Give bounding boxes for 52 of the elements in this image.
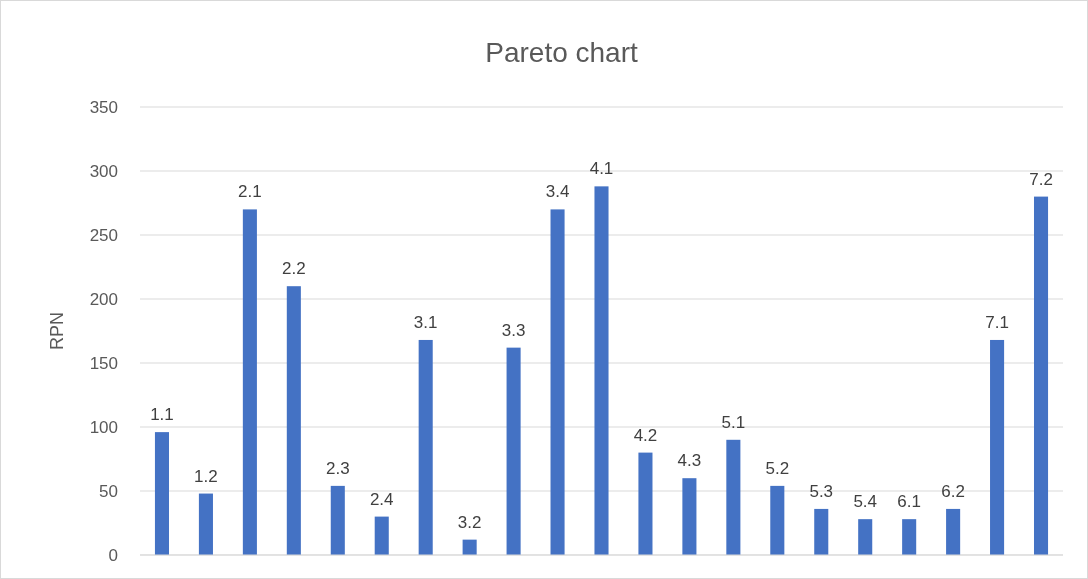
x-tick-label: 4.2 <box>633 425 658 445</box>
x-tick-label: 5.1 <box>721 412 746 432</box>
x-tick-label: 4.1 <box>589 159 614 179</box>
bar <box>638 452 653 555</box>
bar <box>770 485 785 555</box>
y-tick-label: 150 <box>89 353 118 373</box>
bar <box>286 286 301 555</box>
x-tick-label: 2.1 <box>238 182 262 202</box>
x-tick-label: 3.1 <box>413 312 438 332</box>
bar <box>594 186 609 555</box>
bar <box>242 209 257 555</box>
x-tick-label: 2.3 <box>325 458 350 478</box>
y-tick-label: 300 <box>89 161 118 181</box>
bar <box>374 516 389 555</box>
bar <box>814 508 829 555</box>
bar <box>154 432 170 555</box>
x-tick-label: 3.3 <box>501 320 526 340</box>
bar <box>418 339 433 555</box>
chart-title: Pareto chart <box>485 37 638 68</box>
bar <box>462 539 477 555</box>
x-tick-label: 7.1 <box>985 312 1009 332</box>
x-tick-label: 6.1 <box>897 492 921 512</box>
x-tick-label: 1.2 <box>194 466 218 486</box>
y-tick-label: 50 <box>99 481 118 501</box>
bar <box>1033 196 1049 555</box>
bar <box>506 347 521 555</box>
y-tick-label: 100 <box>89 417 118 437</box>
x-tick-label: 3.4 <box>545 182 570 202</box>
x-tick-label: 5.2 <box>765 458 790 478</box>
bar <box>550 209 565 555</box>
y-axis-title: RPN <box>47 311 67 351</box>
bar <box>902 519 917 555</box>
x-tick-label: 2.2 <box>282 259 306 279</box>
bar <box>946 508 961 555</box>
x-tick-label: 7.2 <box>1029 169 1053 189</box>
bar <box>858 519 873 555</box>
x-tick-label: 5.4 <box>853 492 878 512</box>
y-tick-label: 0 <box>108 545 118 565</box>
bar <box>726 439 741 555</box>
y-tick-label: 200 <box>89 289 118 309</box>
x-tick-label: 5.3 <box>809 481 834 501</box>
bar <box>990 339 1005 555</box>
x-tick-label: 3.2 <box>457 512 482 532</box>
x-tick-label: 4.3 <box>677 451 702 471</box>
y-tick-label: 350 <box>89 97 118 117</box>
x-tick-label: 2.4 <box>369 489 394 509</box>
x-tick-label: 1.1 <box>150 405 174 425</box>
bar <box>330 485 345 555</box>
bar <box>198 493 213 555</box>
bar <box>682 478 697 555</box>
y-tick-label: 250 <box>89 225 118 245</box>
x-tick-label: 6.2 <box>941 481 965 501</box>
